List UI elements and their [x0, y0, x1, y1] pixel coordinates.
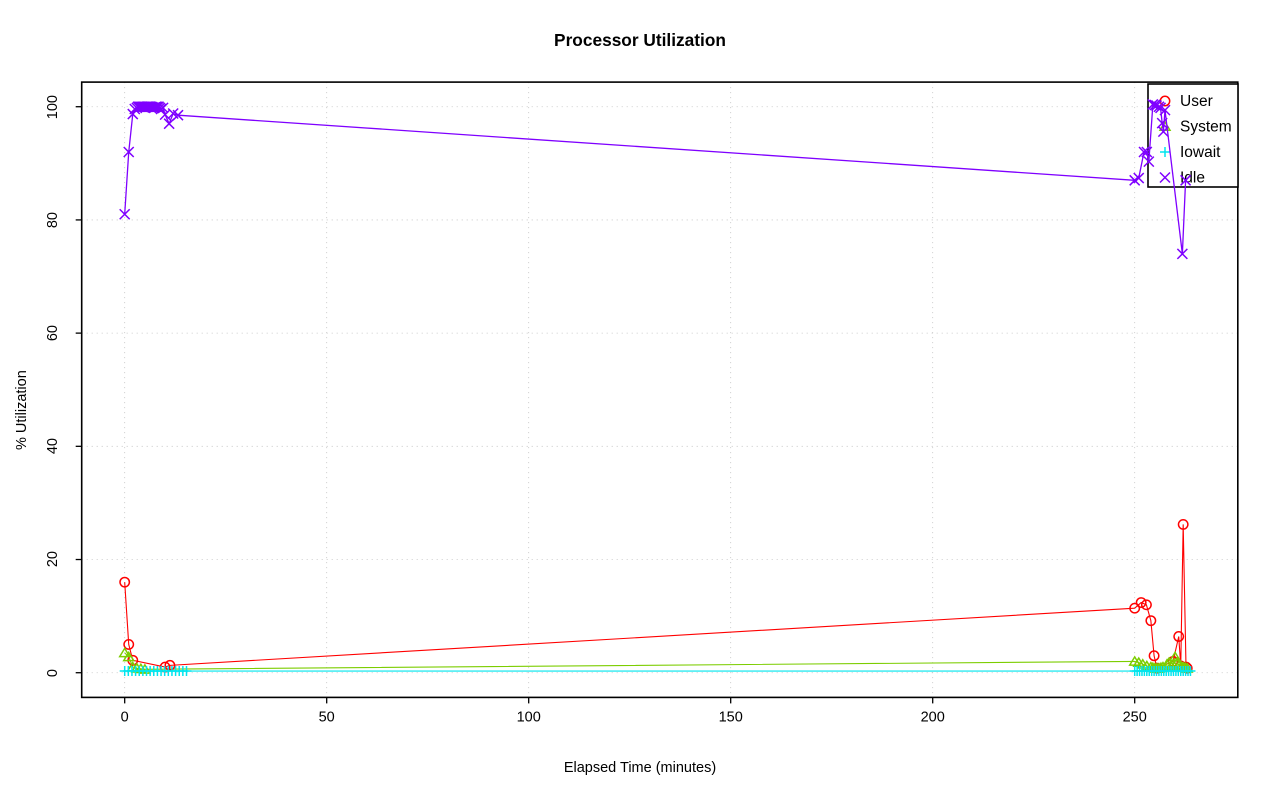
svg-text:100: 100	[517, 709, 541, 725]
svg-text:0: 0	[121, 709, 129, 725]
svg-text:250: 250	[1123, 709, 1147, 725]
svg-text:Iowait: Iowait	[1180, 144, 1221, 161]
svg-text:150: 150	[719, 709, 743, 725]
svg-text:200: 200	[921, 709, 945, 725]
svg-text:User: User	[1180, 93, 1213, 110]
svg-text:System: System	[1180, 119, 1232, 136]
svg-text:50: 50	[319, 709, 335, 725]
